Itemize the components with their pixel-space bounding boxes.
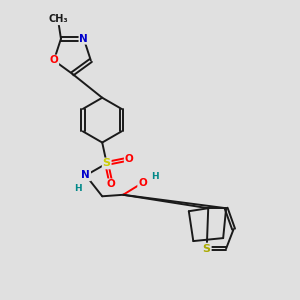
Text: H: H: [151, 172, 158, 182]
Text: CH₃: CH₃: [48, 14, 68, 24]
Text: O: O: [50, 56, 58, 65]
Text: O: O: [125, 154, 134, 164]
Text: N: N: [81, 170, 90, 180]
Text: S: S: [203, 244, 211, 254]
Text: S: S: [103, 158, 111, 168]
Text: O: O: [107, 179, 116, 189]
Text: O: O: [138, 178, 147, 188]
Text: H: H: [74, 184, 82, 193]
Text: N: N: [80, 34, 88, 44]
